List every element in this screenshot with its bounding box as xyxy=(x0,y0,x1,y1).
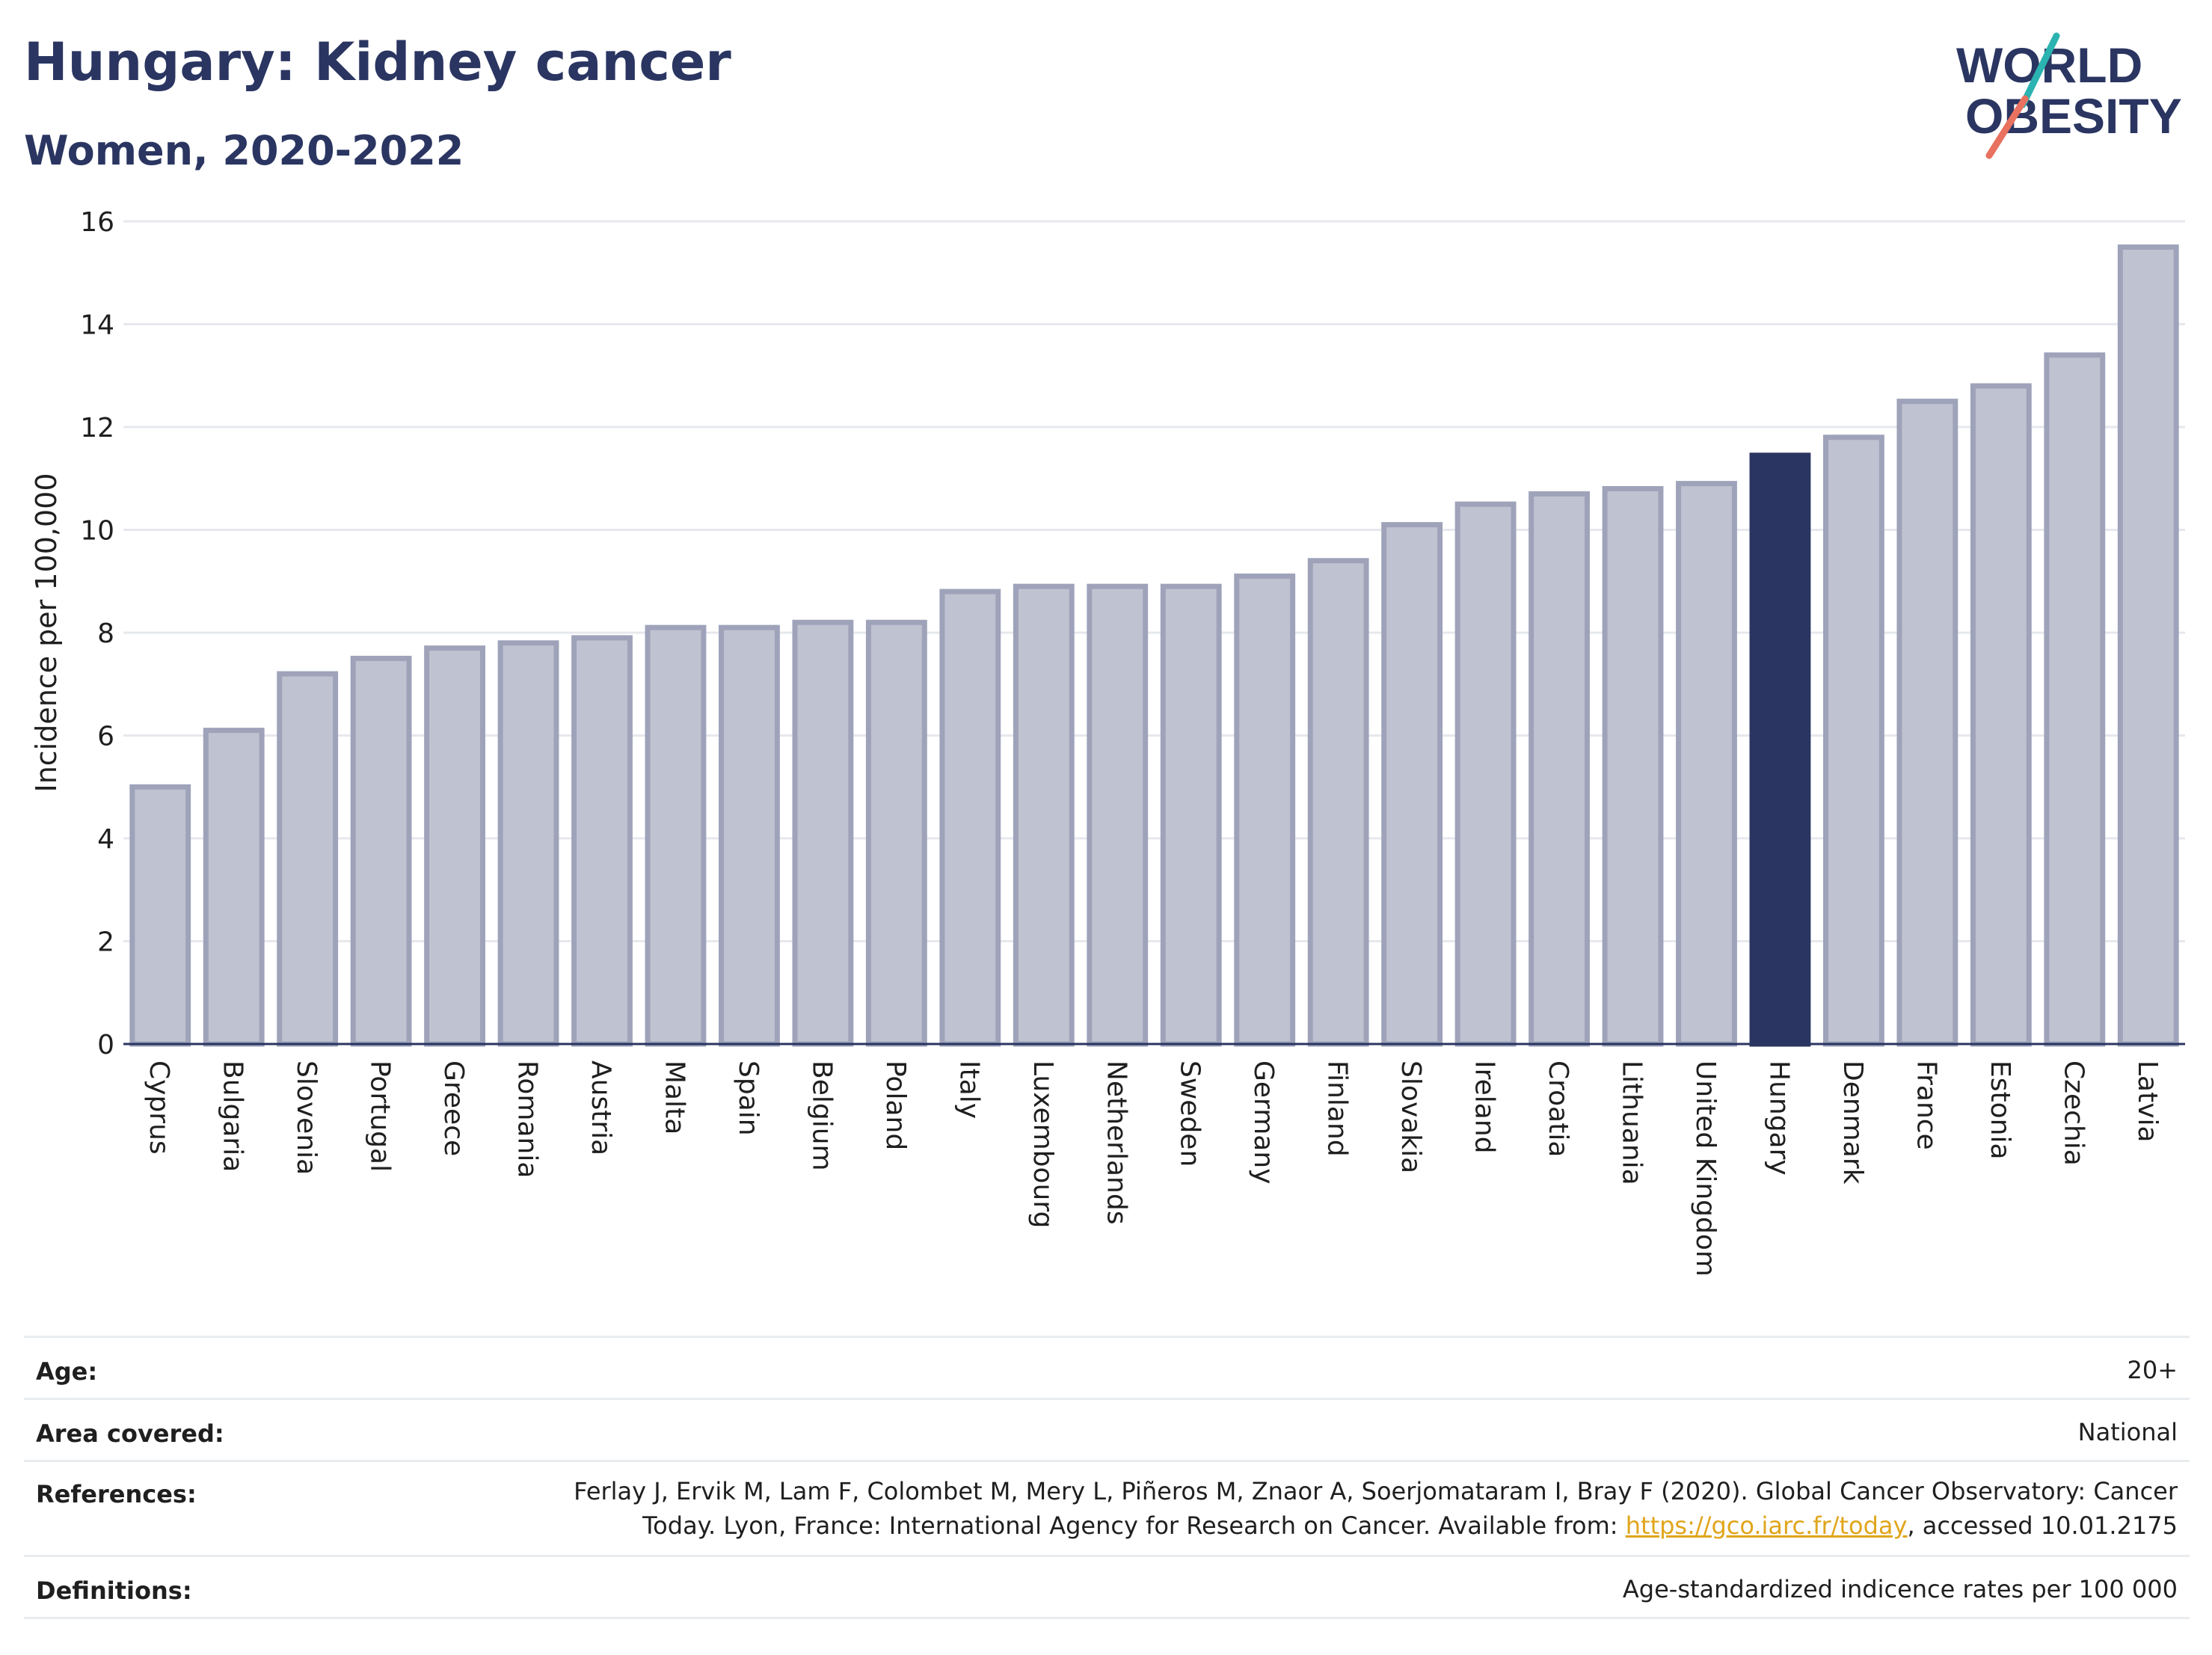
bar-portugal xyxy=(350,655,412,1047)
x-tick-label: Germany xyxy=(1248,1060,1279,1184)
meta-row-references: References: Ferlay J, Ervik M, Lam F, Co… xyxy=(24,1460,2190,1555)
x-tick-label: Czechia xyxy=(2058,1060,2089,1166)
logo-slash-teal xyxy=(2019,32,2060,108)
bar-ireland xyxy=(1454,501,1517,1047)
bar-lithuania xyxy=(1602,486,1664,1047)
references-line-2: Today. Lyon, France: International Agenc… xyxy=(24,1508,2178,1543)
y-tick-label: 4 xyxy=(97,824,114,855)
bar-belgium xyxy=(792,619,854,1047)
x-tick-label: Spain xyxy=(733,1060,764,1136)
meta-row-definitions: Definitions: Age-standardized indicence … xyxy=(24,1555,2190,1619)
meta-row-age: Age: 20+ xyxy=(24,1336,2190,1398)
bar-slovenia xyxy=(277,671,339,1047)
x-tick-label: Cyprus xyxy=(144,1060,174,1155)
world-obesity-logo: WORLD OBESITY xyxy=(1956,32,2182,159)
bar-slovakia xyxy=(1381,522,1443,1047)
references-line-1: Ferlay J, Ervik M, Lam F, Colombet M, Me… xyxy=(574,1477,2178,1505)
x-tick-label: United Kingdom xyxy=(1690,1060,1721,1277)
definitions-value: Age-standardized indicence rates per 100… xyxy=(1622,1575,2178,1603)
bar-italy xyxy=(939,589,1001,1047)
references-text: Today. Lyon, France: International Agenc… xyxy=(642,1511,1626,1540)
bar-estonia xyxy=(1970,383,2032,1047)
bar-chart: 0 2 4 6 8 10 12 14 16 Cyprus Bulgaria Slovenia Port… xyxy=(30,207,2185,1277)
references-value: Ferlay J, Ervik M, Lam F, Colombet M, Me… xyxy=(24,1462,2190,1543)
chart-subtitle: Women, 2020-2022 xyxy=(24,127,464,174)
age-value: 20+ xyxy=(2127,1356,2178,1384)
x-tick-label: Netherlands xyxy=(1101,1060,1131,1224)
x-tick-label: Finland xyxy=(1322,1060,1353,1157)
bar-bulgaria xyxy=(203,728,265,1047)
x-tick-label: Croatia xyxy=(1543,1060,1573,1157)
metadata-table: Age: 20+ Area covered: National Referenc… xyxy=(24,1336,2190,1619)
bar-france xyxy=(1896,399,1958,1047)
bar-malta xyxy=(645,624,707,1047)
x-tick-label: Lithuania xyxy=(1617,1060,1647,1185)
bar-germany xyxy=(1234,573,1296,1047)
x-tick-label: Slovakia xyxy=(1395,1060,1426,1173)
x-tick-label: Ireland xyxy=(1469,1060,1500,1154)
y-tick-label: 0 xyxy=(97,1030,114,1060)
x-tick-label: Latvia xyxy=(2132,1060,2163,1143)
x-tick-label: Belgium xyxy=(806,1060,837,1171)
bar-latvia xyxy=(2117,244,2179,1047)
x-tick-label: France xyxy=(1911,1060,1941,1150)
y-tick-label: 6 xyxy=(97,722,114,752)
x-tick-label: Greece xyxy=(438,1060,469,1156)
x-tick-label: Slovenia xyxy=(291,1060,322,1175)
age-label: Age: xyxy=(36,1357,98,1386)
y-tick-label: 16 xyxy=(80,207,114,238)
bar-czechia xyxy=(2044,352,2106,1047)
references-label: References: xyxy=(36,1480,197,1508)
bar-austria xyxy=(571,635,633,1047)
bar-cyprus xyxy=(129,784,191,1047)
area-value: National xyxy=(2077,1418,2178,1446)
x-tick-labels: Cyprus Bulgaria Slovenia Portugal Greece Roma… xyxy=(144,1060,2163,1277)
x-tick-label: Austria xyxy=(586,1060,616,1155)
bar-greece xyxy=(424,645,486,1047)
x-tick-label: Denmark xyxy=(1837,1060,1868,1185)
x-tick-label: Estonia xyxy=(1985,1060,2015,1160)
x-tick-label: Luxembourg xyxy=(1027,1060,1058,1228)
y-tick-label: 12 xyxy=(80,413,114,443)
y-tick-label: 10 xyxy=(80,516,114,547)
x-tick-label: Romania xyxy=(512,1060,543,1178)
references-link[interactable]: https://gco.iarc.fr/today xyxy=(1625,1511,1908,1540)
bar-croatia xyxy=(1529,491,1590,1047)
bar-sweden xyxy=(1160,583,1222,1047)
y-tick-label: 8 xyxy=(97,618,114,649)
bar-finland xyxy=(1307,558,1369,1047)
y-tick-label: 14 xyxy=(80,310,114,341)
bar-poland xyxy=(865,619,927,1047)
bars xyxy=(129,244,2179,1047)
logo-slash-coral xyxy=(1985,95,2029,159)
y-axis-label: Incidence per 100,000 xyxy=(30,473,63,792)
x-tick-label: Italy xyxy=(953,1060,984,1119)
y-tick-label: 2 xyxy=(97,927,114,958)
x-tick-label: Sweden xyxy=(1175,1060,1205,1167)
x-tick-label: Poland xyxy=(880,1060,911,1150)
definitions-label: Definitions: xyxy=(36,1576,192,1605)
meta-row-area: Area covered: National xyxy=(24,1398,2190,1460)
x-tick-label: Bulgaria xyxy=(218,1060,248,1172)
x-tick-label: Hungary xyxy=(1763,1060,1794,1176)
bar-hungary xyxy=(1749,452,1811,1047)
references-accessed: , accessed 10.01.2175 xyxy=(1907,1511,2178,1540)
x-tick-label: Portugal xyxy=(365,1060,396,1172)
bar-spain xyxy=(719,624,780,1047)
bar-luxembourg xyxy=(1013,583,1075,1047)
area-label: Area covered: xyxy=(36,1419,224,1448)
x-tick-label: Malta xyxy=(659,1060,689,1134)
y-tick-labels: 0 2 4 6 8 10 12 14 16 xyxy=(80,207,114,1060)
bar-denmark xyxy=(1822,435,1884,1047)
bar-romania xyxy=(497,640,559,1047)
chart-title: Hungary: Kidney cancer xyxy=(24,31,731,93)
bar-united-kingdom xyxy=(1676,481,1737,1047)
bar-netherlands xyxy=(1087,583,1149,1047)
